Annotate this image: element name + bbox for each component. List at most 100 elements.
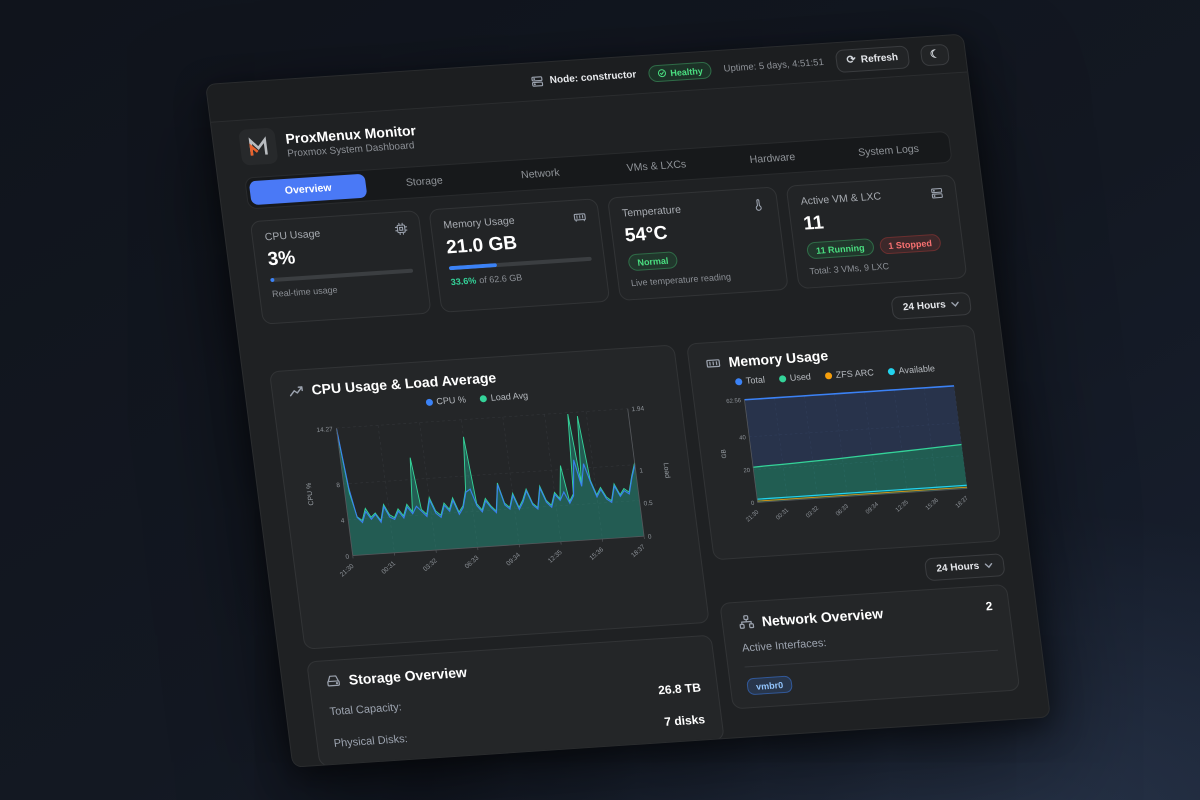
memory-progress-fill [448,263,498,271]
vm-running-badge: 11 Running [805,238,875,260]
svg-text:00:31: 00:31 [380,560,397,576]
cpu-y-right-ticks: 0 0.5 1 1.94 [631,405,653,541]
storage-title: Storage Overview [347,663,468,688]
active-vm-card: Active VM & LXC 11 11 Running 1 Stopped … [785,174,968,290]
cpu-card-caption: Real-time usage [271,284,339,299]
storage-overview-panel: Storage Overview Total Capacity: 26.8 TB… [306,634,725,767]
cpu-load-chart-panel: CPU Usage & Load Average CPU % Load Avg [268,344,710,650]
svg-text:09:34: 09:34 [505,552,522,568]
vm-card-caption: Total: 3 VMs, 9 LXC [808,261,890,277]
memory-card-caption: 33.6% of 62.6 GB [450,272,523,288]
svg-text:1.94: 1.94 [631,405,645,413]
svg-text:15:36: 15:36 [588,546,605,562]
tab-network[interactable]: Network [481,158,600,190]
cpu-y-right-label: Load [662,463,671,479]
health-badge: Healthy [647,61,713,83]
svg-text:18:37: 18:37 [630,543,647,559]
tab-system-logs[interactable]: System Logs [829,135,948,167]
svg-text:21:30: 21:30 [339,563,356,579]
temperature-status-badge: Normal [627,251,679,272]
memory-icon [573,213,586,222]
servers-icon [931,187,943,199]
chevron-down-icon [984,562,993,568]
theme-toggle-button[interactable]: ☾ [919,43,951,67]
legend-dot-zfs-arc [824,371,833,380]
svg-text:1: 1 [639,467,644,474]
svg-text:12:35: 12:35 [895,499,910,513]
moon-icon: ☾ [929,48,941,61]
memory-y-ticks: 0 20 40 62.56 [726,398,756,507]
refresh-button[interactable]: ⟳ Refresh [834,45,911,74]
vm-card-title: Active VM & LXC [799,190,882,208]
tab-vms-lxcs[interactable]: VMs & LXCs [597,150,716,182]
node-info: Node: constructor [530,68,637,88]
hard-drive-icon [327,675,340,687]
uptime-text: Uptime: 5 days, 4:51:51 [722,56,825,75]
temperature-card-caption: Live temperature reading [630,271,732,289]
cpu-load-chart: 0 4 8 14.27 0 0.5 1 1.94 21:30 [306,405,671,579]
svg-text:03:32: 03:32 [805,506,820,520]
svg-text:0.5: 0.5 [643,500,653,508]
chevron-down-icon [951,301,959,307]
svg-text:20: 20 [743,468,751,474]
temperature-card-value: 54°C [623,222,669,247]
tab-overview[interactable]: Overview [248,173,368,206]
cpu-progress-fill [270,277,275,283]
memory-chart: 0 20 40 62.56 21:30 00:31 03:32 06:33 09… [720,385,970,524]
stat-cards: CPU Usage 3% Real-time usage Memory Usag… [249,174,968,325]
svg-text:00:31: 00:31 [775,508,790,522]
network-overview-panel: Network Overview 2 Active Interfaces: vm… [719,583,1021,710]
cpu-y-left-label: CPU % [306,482,316,505]
memory-chart-panel: Memory Usage Total Used ZFS ARC Availabl… [686,324,1002,561]
time-range-selector[interactable]: 24 Hours [890,291,973,320]
cpu-series [335,413,645,556]
app-header: ProxMenux Monitor Proxmox System Dashboa… [211,72,974,172]
refresh-icon: ⟳ [845,53,857,67]
svg-text:0: 0 [647,534,652,541]
memory-chart-title: Memory Usage [727,347,829,370]
svg-text:8: 8 [336,482,341,489]
svg-text:21:30: 21:30 [745,509,760,523]
svg-text:06:33: 06:33 [464,554,481,570]
thermometer-icon [755,199,762,211]
cpu-icon [394,222,408,235]
dashboard-window: Node: constructor Healthy Uptime: 5 days… [205,33,1051,768]
svg-text:4: 4 [341,518,346,525]
tab-hardware[interactable]: Hardware [713,143,832,175]
topbar: Node: constructor Healthy Uptime: 5 days… [206,34,968,123]
network-interface-count: 2 [984,598,994,614]
svg-text:62.56: 62.56 [726,398,742,405]
check-circle-icon [657,69,666,78]
legend-dot-load [479,394,488,402]
svg-text:40: 40 [739,435,747,441]
memory-series [744,385,968,503]
legend-dot-cpu [424,398,433,406]
network-icon [739,615,755,630]
memory-usage-card: Memory Usage 21.0 GB 33.6% of 62.6 GB [428,198,611,313]
svg-text:0: 0 [751,501,756,507]
cpu-card-value: 3% [266,247,297,271]
svg-text:0: 0 [345,554,350,561]
cpu-card-title: CPU Usage [264,227,321,244]
svg-text:14.27: 14.27 [316,426,333,434]
svg-text:06:33: 06:33 [835,503,850,517]
network-time-range-selector[interactable]: 24 Hours [924,552,1006,581]
tab-storage[interactable]: Storage [365,166,484,198]
server-icon [531,76,544,87]
memory-y-label: GB [720,449,728,459]
memory-card-title: Memory Usage [442,214,516,232]
cpu-usage-card: CPU Usage 3% Real-time usage [249,210,432,325]
interface-badge[interactable]: vmbr0 [746,675,794,696]
vm-stopped-badge: 1 Stopped [878,233,942,255]
temperature-card-title: Temperature [621,203,682,220]
proxmenux-logo [238,127,279,166]
cpu-y-left-ticks: 0 4 8 14.27 [316,426,350,561]
memory-card-value: 21.0 GB [445,232,519,259]
legend-dot-available [887,367,896,375]
memory-chart-icon [706,358,721,368]
legend-dot-total [734,377,743,386]
svg-text:15:36: 15:36 [925,497,940,511]
trending-up-icon [289,385,303,396]
temperature-card: Temperature 54°C Normal Live temperature… [606,186,789,301]
svg-text:18:37: 18:37 [955,496,970,510]
